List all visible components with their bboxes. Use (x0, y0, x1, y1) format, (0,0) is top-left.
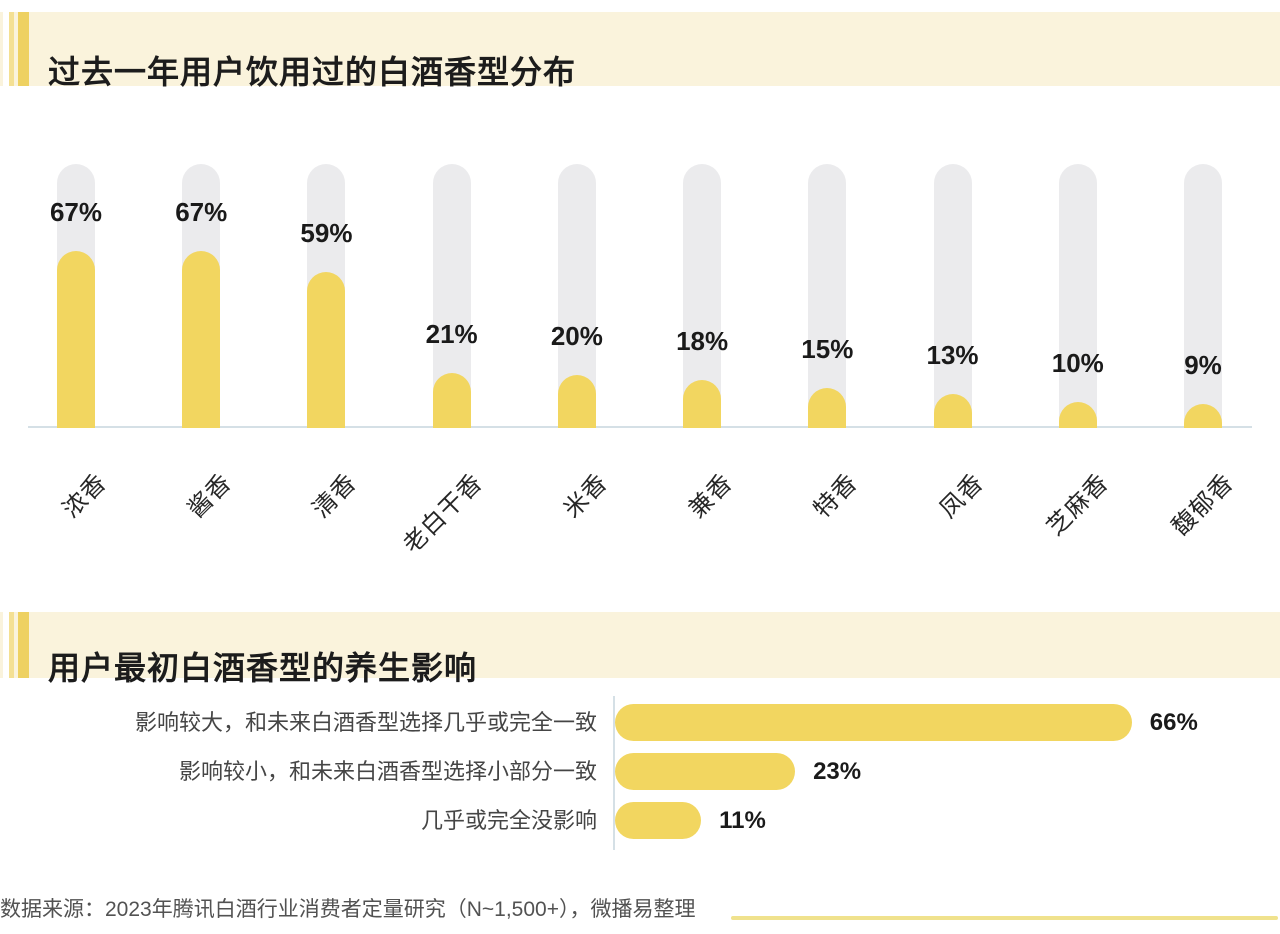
bar-value-label: 20% (550, 321, 603, 352)
category-label: 特香 (808, 468, 864, 524)
chart2-axis-line (613, 696, 615, 850)
header-white-gap (3, 612, 9, 678)
header-white-gap (3, 12, 9, 86)
bar-fill (683, 380, 722, 428)
chart2-title: 用户最初白酒香型的养生影响 (48, 650, 478, 687)
hbar-value-label: 23% (813, 758, 862, 785)
bar-fill (1183, 404, 1222, 428)
bar-value-label: 13% (926, 339, 979, 370)
bar-value-label: 67% (49, 197, 103, 228)
category-label: 凤香 (934, 468, 989, 524)
hbar-row-label: 影响较小，和未来白酒香型选择小部分一致 (178, 759, 597, 784)
hbar (615, 753, 796, 790)
bar-fill (557, 375, 596, 428)
accent-stripe-thick (18, 12, 29, 86)
hbar (615, 704, 1132, 741)
bar-fill (307, 272, 346, 428)
bar-track (1183, 164, 1222, 428)
bar-fill (1058, 401, 1097, 428)
category-label: 芝麻香 (1041, 468, 1114, 542)
bar-value-label: 18% (676, 326, 729, 357)
chart1-title: 过去一年用户饮用过的白酒香型分布 (48, 54, 577, 91)
bar-track (933, 164, 972, 428)
flavor-distribution-chart: 67% 浓香 67% 酱香 59% 清香 21% 老白干香 20% 米香 18% 兼香 15% 特香 13%… (28, 164, 1252, 559)
hbar-value-label: 66% (1149, 709, 1198, 736)
section-header-health-influence: 用户最初白酒香型的养生影响 (0, 612, 1280, 686)
health-influence-chart: 影响较大，和未来白酒香型选择几乎或完全一致 66% 影响较小，和未来白酒香型选择小部… (0, 678, 1280, 878)
accent-stripe-thick (18, 612, 29, 678)
category-label: 酱香 (182, 468, 238, 524)
footer-accent-line (731, 916, 1278, 920)
category-label: 兼香 (683, 468, 739, 524)
bar-value-label: 67% (175, 197, 228, 228)
bar-value-label: 15% (801, 334, 854, 365)
bar-fill (57, 251, 95, 428)
bar-track (1058, 164, 1097, 428)
bar-value-label: 10% (1051, 347, 1104, 378)
category-label: 馥郁香 (1166, 468, 1240, 542)
category-label: 浓香 (57, 468, 113, 524)
hbar (615, 802, 702, 839)
bar-fill (432, 372, 471, 428)
hbar-row-label: 影响较大，和未来白酒香型选择几乎或完全一致 (134, 710, 597, 735)
bar-track (808, 164, 847, 428)
bar-value-label: 21% (425, 318, 478, 349)
hbar-value-label: 11% (719, 807, 766, 834)
accent-stripe-thin (9, 612, 14, 678)
section-header-flavor-distribution: 过去一年用户饮用过的白酒香型分布 (0, 12, 1280, 90)
category-label: 清香 (308, 468, 363, 524)
hbar-row-label: 几乎或完全没影响 (420, 808, 597, 833)
chart1-baseline (28, 426, 1252, 428)
accent-stripe-thin (9, 12, 14, 86)
data-source-note: 数据来源：2023年腾讯白酒行业消费者定量研究（N~1,500+），微播易整理 (0, 898, 696, 921)
bar-fill (182, 251, 221, 428)
bar-fill (933, 393, 972, 428)
bar-fill (808, 388, 847, 428)
category-label: 老白干香 (397, 468, 488, 559)
category-label: 米香 (558, 468, 613, 524)
bar-value-label: 59% (300, 218, 353, 249)
bar-value-label: 9% (1184, 350, 1222, 381)
